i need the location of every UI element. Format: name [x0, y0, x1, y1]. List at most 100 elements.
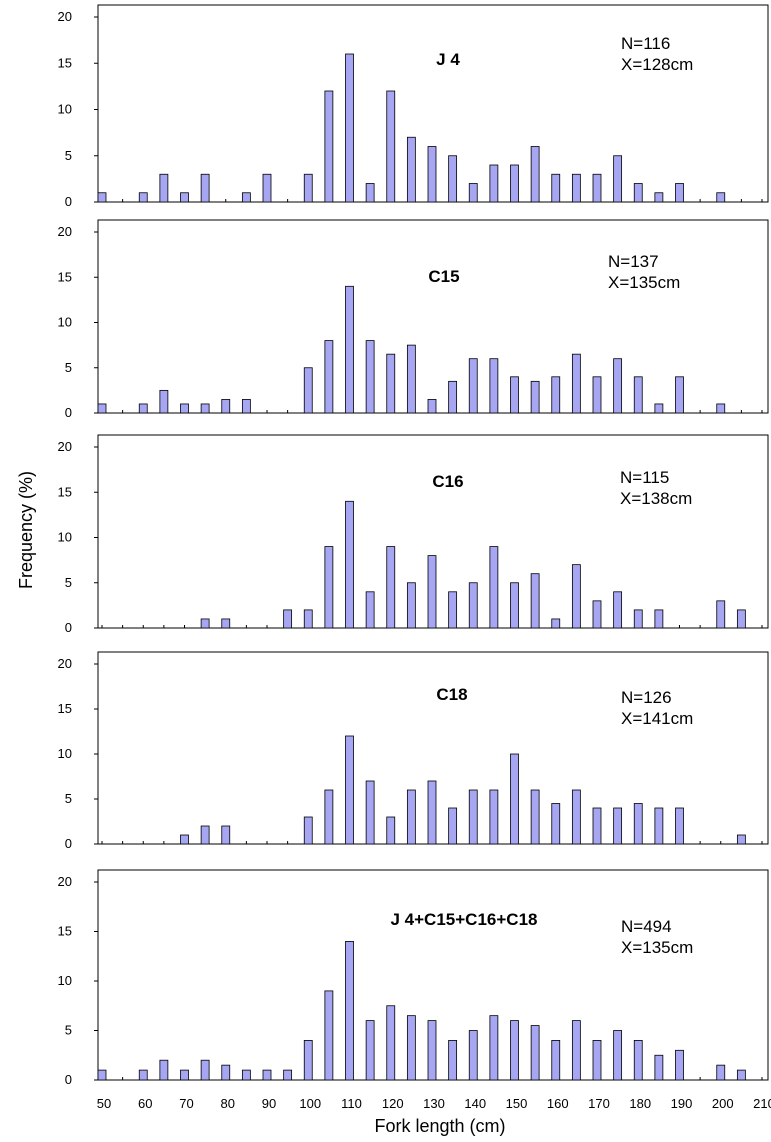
bar — [345, 941, 354, 1081]
bar — [489, 1015, 499, 1081]
bar — [345, 500, 354, 629]
panel-4: 0 5 10 15 20 C18 N=126 X=141cm — [58, 651, 769, 851]
bar — [468, 582, 478, 629]
y-tick-label: 10 — [58, 746, 72, 761]
bar — [180, 834, 189, 845]
bar — [654, 192, 664, 203]
bar — [97, 403, 107, 414]
bar — [427, 1020, 437, 1081]
bar — [365, 591, 375, 629]
panel-title: J 4 — [436, 50, 460, 69]
bar — [324, 990, 334, 1081]
bar — [551, 618, 561, 629]
x-tick-label: 150 — [506, 1096, 528, 1111]
bar — [736, 1069, 746, 1081]
bar — [345, 285, 354, 414]
bar — [406, 344, 416, 414]
bar — [427, 780, 437, 845]
bar — [613, 358, 623, 414]
bar — [716, 192, 726, 203]
bar — [613, 1030, 623, 1081]
annotation-n: N=494 — [621, 917, 672, 936]
bar — [324, 546, 334, 629]
x-tick-label: 60 — [138, 1096, 152, 1111]
y-tick-label: 0 — [65, 405, 72, 420]
bar — [716, 1064, 726, 1081]
bar — [180, 192, 189, 203]
bar — [592, 376, 602, 414]
panel-3: 0 5 10 15 20 C16 N=115 X=138cm — [58, 434, 769, 635]
bar — [592, 600, 602, 629]
bar — [510, 582, 519, 629]
x-tick-label: 210 — [753, 1096, 771, 1111]
bar — [571, 173, 581, 203]
bar — [200, 618, 210, 629]
bar — [427, 555, 437, 629]
bar — [345, 53, 354, 203]
bar — [406, 1015, 416, 1081]
bar — [716, 600, 726, 629]
bar — [180, 1069, 189, 1081]
bar — [654, 609, 664, 629]
bar — [633, 803, 643, 845]
panel-title: C16 — [432, 472, 463, 491]
bar — [510, 753, 519, 845]
y-tick-label: 15 — [58, 269, 72, 284]
bar — [221, 399, 231, 414]
bar — [448, 1040, 458, 1081]
bar — [386, 1005, 396, 1081]
bar — [675, 376, 684, 414]
bar — [489, 789, 499, 845]
bar — [468, 358, 478, 414]
annotation-mean: X=141cm — [621, 709, 693, 728]
bar — [386, 546, 396, 629]
bar — [613, 807, 623, 845]
y-tick-label: 15 — [58, 924, 72, 939]
bar — [159, 389, 169, 414]
bar — [551, 1040, 561, 1081]
bar — [200, 173, 210, 203]
bar — [571, 1020, 581, 1081]
bar — [654, 403, 664, 414]
bar — [530, 789, 540, 845]
panel-title: C15 — [428, 267, 459, 286]
bar — [200, 403, 210, 414]
bar — [592, 173, 602, 203]
bar — [736, 609, 746, 629]
y-tick-label: 0 — [65, 620, 72, 635]
bar — [200, 825, 210, 845]
y-tick-label: 0 — [65, 1072, 72, 1087]
bar — [303, 1040, 313, 1081]
bar — [303, 609, 313, 629]
panel-title: C18 — [436, 685, 467, 704]
x-tick-label: 70 — [179, 1096, 193, 1111]
x-tick-label: 200 — [712, 1096, 734, 1111]
x-tick-label: 50 — [97, 1096, 111, 1111]
bar — [551, 803, 561, 845]
bar — [406, 789, 416, 845]
y-tick-label: 15 — [58, 484, 72, 499]
bar — [448, 155, 458, 203]
y-tick-label: 20 — [58, 874, 72, 889]
bar — [241, 1069, 251, 1081]
bar — [613, 155, 623, 203]
bar — [736, 834, 746, 845]
bar — [489, 546, 499, 629]
bar — [675, 1049, 684, 1081]
y-tick-label: 0 — [65, 836, 72, 851]
x-tick-label: 90 — [262, 1096, 276, 1111]
x-tick-label: 110 — [341, 1096, 362, 1111]
bar — [221, 1064, 231, 1081]
annotation-n: N=137 — [608, 252, 659, 271]
bar — [675, 183, 684, 203]
bar — [571, 564, 581, 629]
y-tick-label: 5 — [65, 575, 72, 590]
panel-title: J 4+C15+C16+C18 — [391, 910, 538, 929]
bar — [241, 192, 251, 203]
y-tick-label: 5 — [65, 1023, 72, 1038]
bar — [427, 146, 437, 203]
bar — [180, 403, 189, 414]
y-tick-label: 20 — [58, 224, 72, 239]
panel-frame — [97, 219, 769, 414]
